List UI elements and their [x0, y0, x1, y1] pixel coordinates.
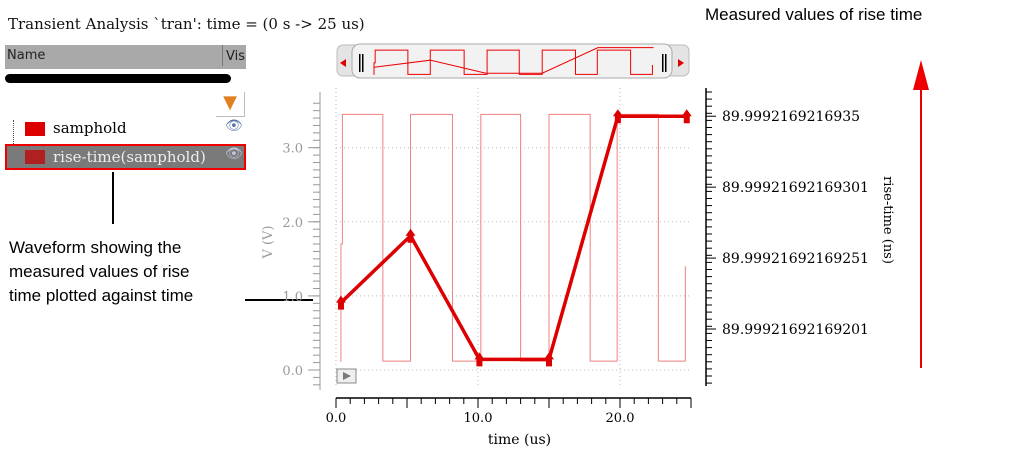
data-point-marker — [612, 109, 623, 124]
signal-label: rise-time(samphold) — [53, 148, 206, 166]
analysis-title: Transient Analysis `tran': time = (0 s -… — [8, 15, 365, 33]
arrow-up-icon — [913, 60, 929, 90]
y2-tick-label: 89.99921692169201 — [722, 322, 869, 338]
x-tick-label: 10.0 — [464, 411, 493, 426]
tree-line — [13, 120, 14, 160]
browser-scrollbar[interactable] — [5, 74, 231, 83]
measured-values-note: Measured values of rise time — [705, 5, 923, 24]
data-point-marker — [335, 295, 346, 310]
data-point-marker — [544, 352, 554, 367]
y-axis-label: V (V) — [261, 225, 276, 259]
y2-tick-label: 89.99921692169251 — [722, 251, 869, 267]
color-swatch — [25, 150, 45, 164]
signal-label: samphold — [53, 119, 127, 137]
eye-icon[interactable]: 👁 — [225, 118, 243, 134]
play-triangle — [343, 372, 351, 380]
column-vis[interactable]: Vis — [222, 45, 245, 66]
y2-axis-label: rise-time (ns) — [880, 176, 895, 264]
overview-samphold — [373, 49, 653, 75]
overview-rise-time — [373, 47, 654, 74]
x-tick-label: 0.0 — [326, 411, 347, 426]
overview-scroller[interactable] — [336, 43, 690, 79]
y2-tick-label: 89.99921692169301 — [722, 180, 869, 196]
overview-thumbnail — [373, 47, 654, 75]
series-samphold — [340, 113, 686, 362]
column-name[interactable]: Name — [7, 48, 46, 63]
color-swatch — [25, 122, 45, 136]
note-line: Waveform showing the — [9, 238, 182, 257]
signal-row-samphold[interactable]: samphold 👁 — [5, 116, 246, 142]
filter-icon[interactable]: ▼ — [216, 92, 245, 117]
data-point-marker — [474, 352, 485, 367]
waveform-note: Waveform showing the measured values of … — [9, 236, 193, 308]
signal-row-rise-time[interactable]: rise-time(samphold) 👁 — [5, 144, 246, 170]
data-point-marker — [681, 109, 692, 124]
arrow-right-icon[interactable] — [678, 59, 684, 67]
y2-tick-label: 89.9992169216935 — [722, 109, 860, 125]
arrow-left-icon[interactable] — [340, 59, 346, 67]
y-tick-label: 2.0 — [282, 216, 303, 231]
note-line: measured values of rise — [9, 262, 190, 281]
y-tick-label: 1.0 — [282, 290, 303, 305]
note-line: time plotted against time — [9, 286, 194, 305]
x-tick-label: 20.0 — [606, 411, 635, 426]
y-tick-label: 0.0 — [282, 364, 303, 379]
eye-icon[interactable]: 👁 — [225, 146, 243, 162]
data-point-marker — [405, 228, 416, 243]
series-rise-time — [339, 114, 687, 362]
x-axis-label: time (us) — [488, 432, 551, 448]
y-tick-label: 3.0 — [282, 142, 303, 157]
browser-header: Name Vis — [5, 45, 246, 69]
